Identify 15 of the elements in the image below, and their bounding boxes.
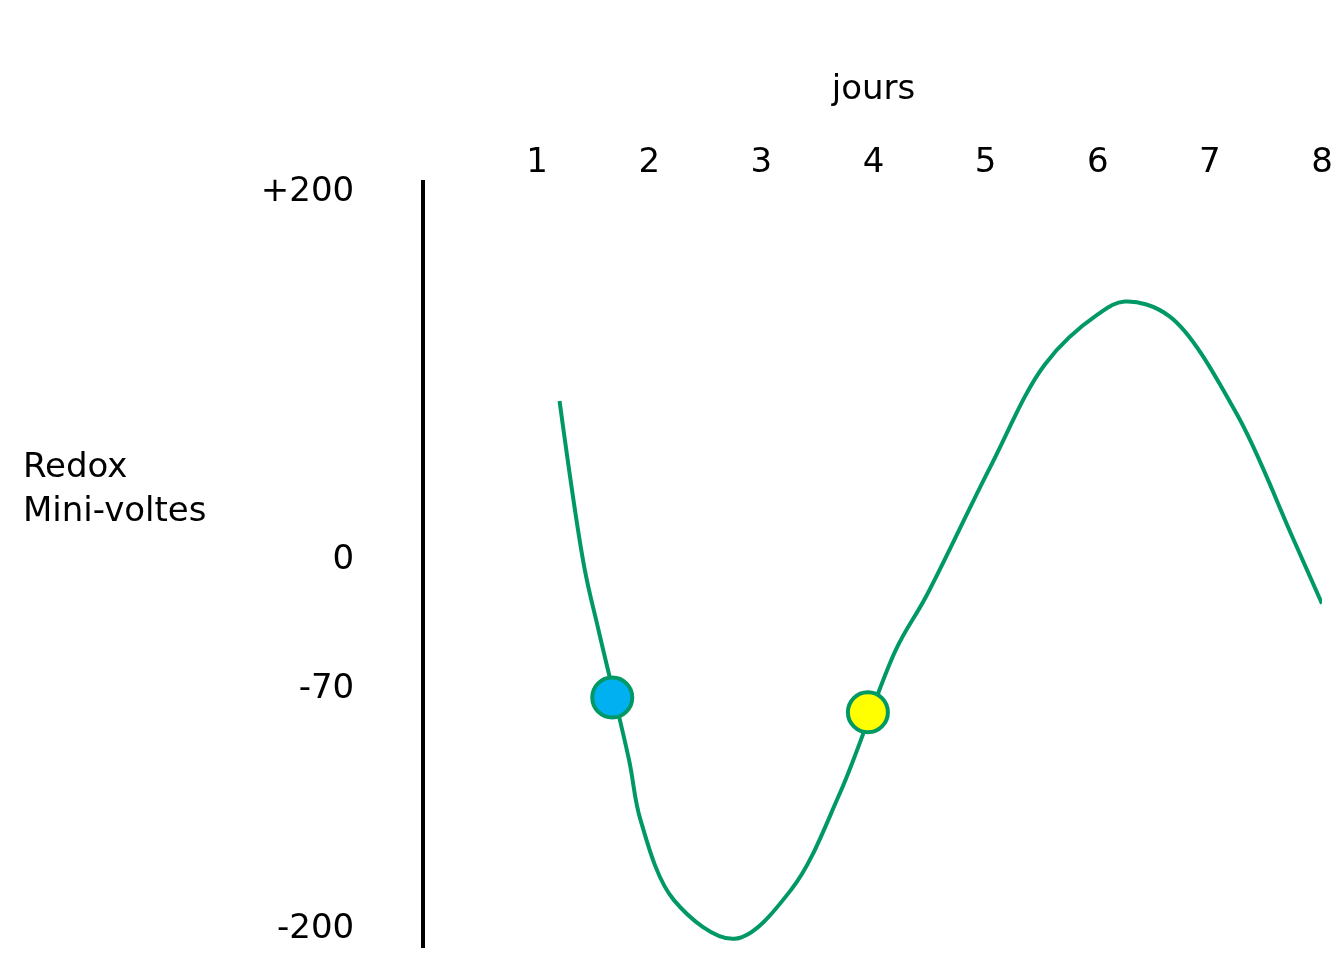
x-tick-label: 7 xyxy=(1199,140,1221,181)
y-tick-label: 0 xyxy=(332,537,355,578)
y-tick-label: -200 xyxy=(277,905,355,946)
line-series xyxy=(557,299,1322,941)
x-axis-title: jours xyxy=(830,66,916,107)
x-tick-label: 1 xyxy=(526,140,548,181)
y-tick-label: +200 xyxy=(260,169,355,210)
x-tick-label: 6 xyxy=(1086,140,1109,181)
x-tick-label: 3 xyxy=(750,140,773,181)
x-tick-label: 5 xyxy=(974,140,997,181)
x-tick-label: 4 xyxy=(862,140,885,181)
y-axis-title: Redox Mini-voltes xyxy=(23,445,207,530)
x-tick-label: 8 xyxy=(1311,140,1333,181)
x-tick-label: 2 xyxy=(638,140,661,181)
y-tick-label: -70 xyxy=(298,666,355,707)
